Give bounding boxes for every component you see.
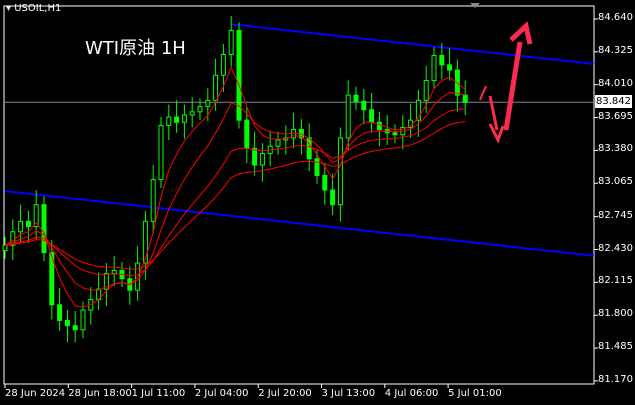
candle xyxy=(259,153,265,166)
candle xyxy=(18,220,24,233)
y-tick-label: 82.115 xyxy=(598,275,633,287)
candle xyxy=(174,116,180,123)
trendline xyxy=(231,23,595,65)
moving-average-line xyxy=(4,108,466,277)
candle xyxy=(2,244,8,252)
x-tick-label: 1 Jul 11:00 xyxy=(131,388,186,399)
candle xyxy=(423,80,429,101)
candle xyxy=(314,158,320,176)
candle xyxy=(361,100,367,111)
y-tick-label: 81.800 xyxy=(598,308,633,320)
candle xyxy=(150,179,156,222)
candle xyxy=(252,147,258,166)
candle xyxy=(369,109,375,123)
shift-marker-icon xyxy=(470,3,480,8)
candle xyxy=(111,269,117,274)
candle xyxy=(158,124,164,181)
candle xyxy=(392,132,398,136)
trendline xyxy=(4,190,595,257)
candle xyxy=(439,55,445,66)
y-tick-label: 82.430 xyxy=(598,242,633,254)
candle xyxy=(306,137,312,160)
y-tick-label: 84.010 xyxy=(598,77,633,89)
candle xyxy=(57,304,63,321)
moving-average-line xyxy=(4,92,466,291)
candle xyxy=(376,121,382,131)
candle xyxy=(431,55,437,82)
moving-average-line xyxy=(4,66,466,308)
candle xyxy=(337,137,343,206)
y-tick-label: 81.170 xyxy=(598,373,633,385)
candle xyxy=(189,111,195,116)
candle xyxy=(322,174,328,191)
x-tick-label: 2 Jul 20:00 xyxy=(258,388,312,399)
candle xyxy=(345,94,351,139)
candle xyxy=(72,325,78,331)
candle xyxy=(236,29,242,121)
candle xyxy=(33,204,39,228)
down-arrow xyxy=(488,95,505,144)
current-price-label: 83.842 xyxy=(595,95,632,108)
candle xyxy=(197,106,203,113)
moving-average-line xyxy=(4,120,466,270)
symbol-label: USOIL,H1 xyxy=(14,3,62,14)
candle xyxy=(166,116,172,126)
x-tick-label: 2 Jul 04:00 xyxy=(194,388,249,399)
y-tick-label: 83.065 xyxy=(598,176,633,188)
x-tick-label: 5 Jul 01:00 xyxy=(448,388,502,399)
candle xyxy=(64,319,70,327)
annotation-stroke xyxy=(479,85,487,101)
up-arrow xyxy=(503,21,533,131)
y-tick-label: 84.640 xyxy=(598,12,633,23)
y-tick-label: 81.485 xyxy=(598,341,633,353)
candle xyxy=(415,99,421,121)
candle xyxy=(181,114,187,123)
candle xyxy=(213,74,219,101)
candle xyxy=(80,309,86,331)
candle xyxy=(220,53,226,76)
candle xyxy=(142,220,148,264)
candle xyxy=(25,220,31,228)
y-tick-label: 82.745 xyxy=(598,209,633,221)
candle xyxy=(462,94,468,103)
x-tick-label: 4 Jul 06:00 xyxy=(384,388,439,399)
candle xyxy=(205,99,211,108)
candle xyxy=(330,189,336,206)
candle xyxy=(275,139,281,147)
y-tick-label: 83.380 xyxy=(598,143,633,155)
x-tick-label: 28 Jun 2024 xyxy=(5,388,66,399)
x-tick-label: 28 Jun 18:00 xyxy=(68,388,132,399)
y-tick-label: 84.325 xyxy=(598,44,633,56)
candle xyxy=(353,94,359,102)
candle xyxy=(244,119,250,149)
candle xyxy=(228,29,234,55)
symbol-header: ▾ USOIL,H1 xyxy=(6,3,62,14)
y-tick-label: 83.695 xyxy=(598,110,633,122)
x-tick-label: 3 Jul 13:00 xyxy=(321,388,376,399)
chart-title: WTI原油 1H xyxy=(85,38,186,59)
candle xyxy=(447,64,453,71)
candle xyxy=(49,252,55,306)
plot-frame xyxy=(3,5,595,385)
candle xyxy=(41,204,47,254)
candle xyxy=(103,272,109,290)
